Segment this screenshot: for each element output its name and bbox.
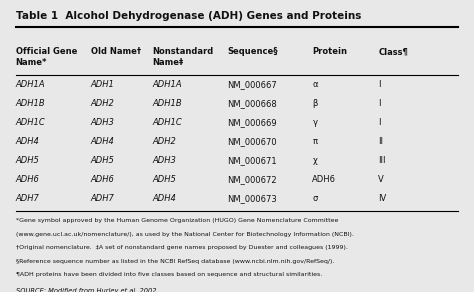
Text: π: π — [312, 137, 318, 146]
Text: ADH3: ADH3 — [152, 156, 176, 165]
Text: NM_000673: NM_000673 — [228, 194, 277, 204]
Text: NM_000672: NM_000672 — [228, 175, 277, 184]
Text: σ: σ — [312, 194, 318, 204]
Text: ADH1B: ADH1B — [16, 99, 45, 108]
Text: ADH1: ADH1 — [91, 80, 115, 89]
Text: NM_000669: NM_000669 — [228, 118, 277, 127]
Text: II: II — [378, 137, 383, 146]
Text: ADH1C: ADH1C — [16, 118, 46, 127]
Text: Protein: Protein — [312, 47, 347, 56]
Text: III: III — [378, 156, 386, 165]
Text: ADH5: ADH5 — [91, 156, 115, 165]
Text: ADH6: ADH6 — [16, 175, 39, 184]
Text: SOURCE: Modified from Hurley et al. 2002.: SOURCE: Modified from Hurley et al. 2002… — [16, 288, 158, 292]
Text: NM_000671: NM_000671 — [228, 156, 277, 165]
Text: †Original nomenclature.  ‡A set of nonstandard gene names proposed by Duester an: †Original nomenclature. ‡A set of nonsta… — [16, 245, 347, 250]
Text: Sequence§: Sequence§ — [228, 47, 278, 56]
Text: IV: IV — [378, 194, 387, 204]
Text: ADH1A: ADH1A — [16, 80, 45, 89]
Text: ADH4: ADH4 — [152, 194, 176, 204]
Text: ADH6: ADH6 — [312, 175, 337, 184]
Text: ADH1C: ADH1C — [152, 118, 182, 127]
Text: ADH2: ADH2 — [91, 99, 115, 108]
Text: I: I — [378, 99, 381, 108]
Text: NM_000667: NM_000667 — [228, 80, 277, 89]
Text: χ: χ — [312, 156, 317, 165]
Text: ADH3: ADH3 — [91, 118, 115, 127]
Text: (www.gene.ucl.ac.uk/nomenclature/), as used by the National Center for Biotechno: (www.gene.ucl.ac.uk/nomenclature/), as u… — [16, 232, 354, 237]
Text: I: I — [378, 118, 381, 127]
Text: Class¶: Class¶ — [378, 47, 408, 56]
Text: ADH2: ADH2 — [152, 137, 176, 146]
Text: I: I — [378, 80, 381, 89]
Text: Old Name†: Old Name† — [91, 47, 141, 56]
Text: *Gene symbol approved by the Human Genome Organization (HUGO) Gene Nomenclature : *Gene symbol approved by the Human Genom… — [16, 218, 338, 223]
Text: ADH4: ADH4 — [91, 137, 115, 146]
Text: ADH4: ADH4 — [16, 137, 39, 146]
Text: ADH1B: ADH1B — [152, 99, 182, 108]
Text: NM_000668: NM_000668 — [228, 99, 277, 108]
Text: ADH6: ADH6 — [91, 175, 115, 184]
Text: β: β — [312, 99, 318, 108]
Text: ADH7: ADH7 — [91, 194, 115, 204]
Text: Table 1  Alcohol Dehydrogenase (ADH) Genes and Proteins: Table 1 Alcohol Dehydrogenase (ADH) Gene… — [16, 11, 361, 20]
Text: §Reference sequence number as listed in the NCBI RefSeq database (www.ncbi.nlm.n: §Reference sequence number as listed in … — [16, 259, 334, 264]
Text: ADH5: ADH5 — [16, 156, 39, 165]
Text: ADH7: ADH7 — [16, 194, 39, 204]
Text: ADH1A: ADH1A — [152, 80, 182, 89]
Text: α: α — [312, 80, 318, 89]
Text: V: V — [378, 175, 384, 184]
Text: γ: γ — [312, 118, 318, 127]
Text: ¶ADH proteins have been divided into five classes based on sequence and structur: ¶ADH proteins have been divided into fiv… — [16, 272, 322, 277]
Text: Nonstandard
Name‡: Nonstandard Name‡ — [152, 47, 213, 67]
Text: Official Gene
Name*: Official Gene Name* — [16, 47, 77, 67]
Text: NM_000670: NM_000670 — [228, 137, 277, 146]
Text: ADH5: ADH5 — [152, 175, 176, 184]
